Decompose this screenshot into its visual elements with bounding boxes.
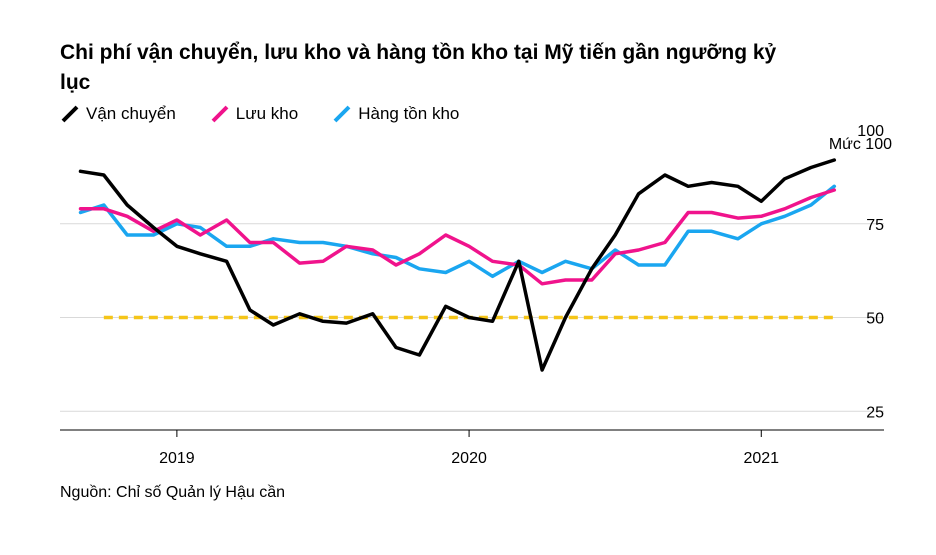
legend-label-shipping: Vận chuyển [86,104,176,123]
series-line-storage [78,188,837,286]
y-tick-label-25: 25 [866,404,884,421]
legend-label-inventory: Hàng tồn kho [358,104,460,123]
legend-swatch-storage-icon [211,105,229,123]
chart-title: Chi phí vận chuyển, lưu kho và hàng tồn … [60,41,777,94]
y-unit-label: Mức 100 [829,136,892,153]
legend-item-shipping: Vận chuyển [60,104,176,124]
y-tick-label-50: 50 [866,311,884,328]
y-tick-label-100: 100 [857,123,884,140]
legend-swatch-shipping-icon [61,105,79,123]
x-tick-label-2021: 2021 [743,450,779,467]
source-note: Nguồn: Chỉ số Quản lý Hậu cần [60,484,286,501]
legend-item-storage: Lưu kho [210,104,298,124]
x-tick-label-2020: 2020 [451,450,487,467]
x-tick-label-2019: 2019 [159,450,195,467]
legend-item-inventory: Hàng tồn kho [332,104,459,124]
legend-label-storage: Lưu kho [235,104,299,123]
legend: Vận chuyển Lưu kho Hàng tồn kho [60,104,493,124]
legend-swatch-inventory-icon [333,105,351,123]
y-tick-label-75: 75 [866,217,884,234]
series-line-shipping [78,158,837,372]
